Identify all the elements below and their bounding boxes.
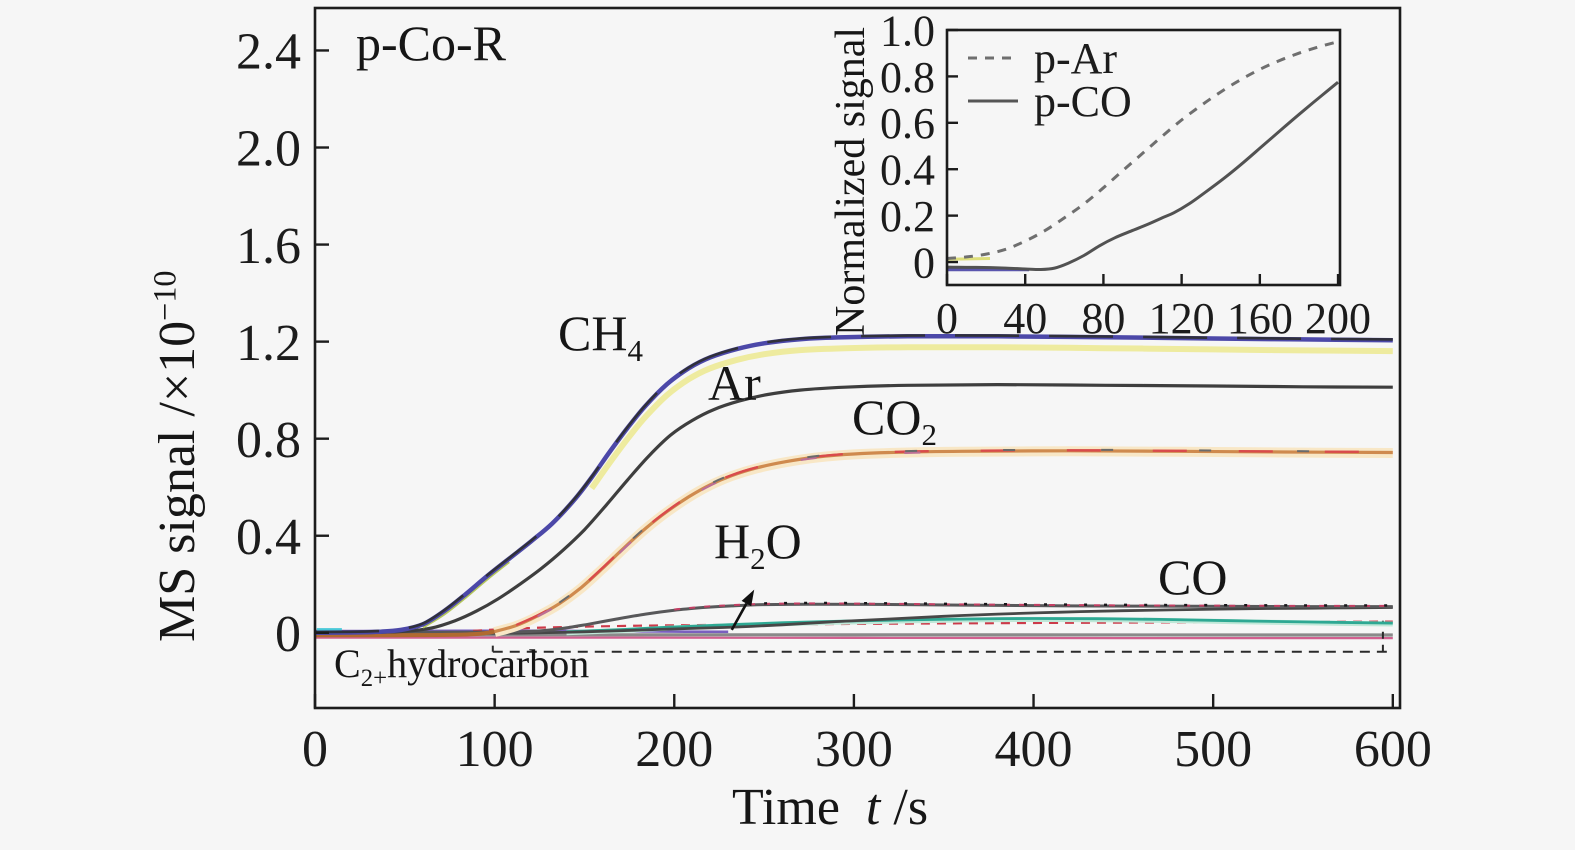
main-y-tick-label: 2.0 <box>236 121 301 178</box>
curve-label-ar: Ar <box>708 355 761 411</box>
curve-unlabeled-green <box>566 617 1393 634</box>
main-x-tick-label: 400 <box>995 721 1073 778</box>
inset-y-tick-label: 0.6 <box>880 99 935 148</box>
curve-label-c2-hydrocarbon: C2+hydrocarbon <box>334 641 590 692</box>
curve-CH4 <box>589 344 1393 491</box>
main-y-tick-label: 1.2 <box>236 315 301 372</box>
main-y-tick-label: 0 <box>275 606 301 663</box>
curve-Ar <box>314 382 1393 635</box>
inset-y-tick-label: 0 <box>913 238 935 287</box>
curve-unlabeled-pink <box>315 636 1393 640</box>
inset-frame <box>945 28 1342 287</box>
panel-label: p-Co-R <box>356 15 506 71</box>
y-axis-title: MS signal /×10−10 <box>146 270 206 642</box>
inset-y-tick-label: 0.8 <box>880 53 935 102</box>
inset-y-tick-label: 0.4 <box>880 146 935 195</box>
main-x-tick-label: 500 <box>1174 721 1252 778</box>
inset-x-tick-label: 0 <box>936 294 958 343</box>
curve-CO2 <box>515 449 1393 627</box>
main-x-tick-label: 300 <box>815 721 893 778</box>
h2o-arrow-head <box>741 589 755 607</box>
curve-p-CO <box>946 81 1339 272</box>
inset-x-tick-label: 40 <box>1003 294 1047 343</box>
curve-H2O <box>314 606 1393 635</box>
legend-label: p-Ar <box>1034 34 1117 83</box>
main-x-tick-label: 200 <box>635 721 713 778</box>
curve-CH4 <box>314 334 1393 634</box>
main-frame <box>313 6 1402 710</box>
legend-label: p-CO <box>1034 77 1132 126</box>
main-x-tick-label: 600 <box>1354 721 1432 778</box>
curve-label-h2o: H2O <box>714 513 802 576</box>
inset-x-tick-label: 160 <box>1227 294 1293 343</box>
main-y-tick-label: 0.4 <box>236 509 301 566</box>
main-x-tick-label: 0 <box>302 721 328 778</box>
inset-y-tick-label: 1.0 <box>880 6 935 55</box>
curve-CO2 <box>558 448 1393 604</box>
inset-y-axis-title: Normalized signal <box>828 26 874 336</box>
inset-y-tick-label: 0.2 <box>880 192 935 241</box>
curve-p-Ar <box>946 40 1339 260</box>
main-y-tick-label: 0.8 <box>236 412 301 469</box>
curve-label-co: CO <box>1158 549 1228 605</box>
h2o-arrow-line <box>730 602 748 631</box>
main-y-tick-label: 2.4 <box>236 24 301 81</box>
inset-x-tick-label: 200 <box>1305 294 1371 343</box>
curve-label-ch4: CH4 <box>558 305 643 368</box>
x-axis-title: Time t /s <box>732 779 929 836</box>
curve-CO <box>314 602 1393 634</box>
main-x-tick-label: 100 <box>456 721 534 778</box>
main-y-tick-label: 1.6 <box>236 218 301 275</box>
inset-x-tick-label: 120 <box>1149 294 1215 343</box>
curve-CH4 <box>422 560 510 629</box>
curve-CO2 <box>314 629 495 638</box>
curve-label-co2: CO2 <box>852 389 937 452</box>
inset-x-tick-label: 80 <box>1081 294 1125 343</box>
